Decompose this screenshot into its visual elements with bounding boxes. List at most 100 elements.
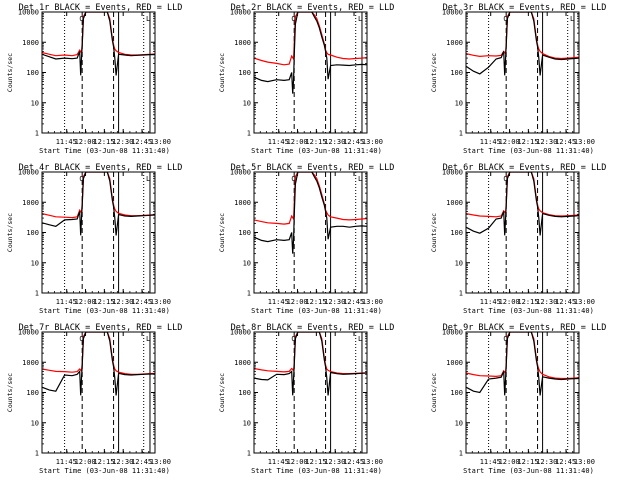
series-lld-line	[254, 12, 367, 66]
annotation-letter-o: O	[79, 15, 83, 23]
annotation-letter-o: O	[79, 175, 83, 183]
y-tick-label: 100	[26, 69, 39, 77]
y-tick-label: 10	[455, 99, 463, 107]
x-tick-label: 12:00	[287, 138, 308, 146]
annotation-letter-l: L	[570, 175, 574, 183]
x-tick-label: 12:15	[93, 298, 114, 306]
x-tick-label: 12:45	[555, 298, 576, 306]
x-tick-label: 12:15	[517, 458, 538, 466]
y-tick-label: 100	[238, 389, 251, 397]
chart-panel-8: 1 10 100 1000 10000 11:4512:0012:1512:3012:45…	[218, 323, 394, 475]
y-tick-label: 10000	[230, 169, 251, 177]
panel-title: Det 7r BLACK = Events, RED = LLD	[19, 323, 183, 333]
annotation-letter-o: O	[291, 335, 295, 343]
chart-panel-4: 1 10 100 1000 10000 11:4512:0012:1512:3012:45…	[6, 163, 182, 315]
y-axis-label: Counts/sec	[218, 53, 226, 92]
x-tick-label: 13:00	[362, 138, 383, 146]
panel-title: Det 4r BLACK = Events, RED = LLD	[19, 163, 183, 173]
y-tick-label: 1	[35, 130, 39, 138]
annotation-letter-l: L	[570, 335, 574, 343]
series-events-line	[42, 172, 155, 236]
series-events-line	[466, 172, 579, 236]
y-axis-label: Counts/sec	[430, 213, 438, 252]
series-lld-line	[466, 12, 579, 60]
y-tick-label: 1000	[22, 199, 39, 207]
x-tick-label: 13:00	[150, 298, 171, 306]
series-lld-line	[466, 172, 579, 218]
x-tick-label: 12:45	[131, 138, 152, 146]
chart-panel-1: 1 10 100 1000 10000 11:4512:0012:1512:3012:45…	[6, 3, 182, 155]
annotation-letter-l: L	[146, 175, 150, 183]
y-tick-label: 1000	[22, 359, 39, 367]
series-lld-line	[42, 332, 155, 375]
chart-panel-6: 1 10 100 1000 10000 11:4512:0012:1512:3012:45…	[430, 163, 606, 315]
plot-frame	[465, 11, 580, 134]
x-axis-label: Start Time (03-Jun-08 11:31:40)	[251, 307, 382, 315]
y-tick-label: 10	[243, 259, 251, 267]
x-tick-label: 12:45	[555, 458, 576, 466]
y-tick-label: 1000	[234, 359, 251, 367]
y-tick-label: 100	[238, 229, 251, 237]
y-axis-label: Counts/sec	[430, 373, 438, 412]
x-tick-label: 11:45	[56, 298, 77, 306]
x-tick-label: 12:00	[287, 298, 308, 306]
annotation-letter-l: L	[146, 15, 150, 23]
panel-title: Det 9r BLACK = Events, RED = LLD	[443, 323, 607, 333]
x-tick-label: 11:45	[268, 298, 289, 306]
x-tick-label: 12:30	[112, 138, 133, 146]
x-tick-label: 12:15	[93, 458, 114, 466]
x-tick-label: 12:45	[343, 458, 364, 466]
y-tick-label: 10000	[18, 329, 39, 337]
x-tick-label: 11:45	[56, 458, 77, 466]
x-tick-label: 12:15	[305, 298, 326, 306]
series-lld-line	[254, 332, 367, 375]
x-axis-label: Start Time (03-Jun-08 11:31:40)	[39, 147, 170, 155]
series-lld-line	[42, 12, 155, 57]
chart-panel-7: 1 10 100 1000 10000 11:4512:0012:1512:3012:45…	[6, 323, 182, 475]
x-tick-label: 12:30	[324, 298, 345, 306]
y-tick-label: 10	[243, 99, 251, 107]
plot-frame	[465, 331, 580, 454]
panel-title: Det 8r BLACK = Events, RED = LLD	[231, 323, 395, 333]
annotation-letter-o: O	[79, 335, 83, 343]
x-tick-label: 11:45	[480, 138, 501, 146]
panel-title: Det 6r BLACK = Events, RED = LLD	[443, 163, 607, 173]
y-tick-label: 1000	[234, 39, 251, 47]
x-tick-label: 12:30	[536, 458, 557, 466]
x-tick-label: 13:00	[574, 138, 595, 146]
series-lld-line	[466, 332, 579, 380]
y-tick-label: 100	[26, 229, 39, 237]
annotation-letter-l: L	[358, 15, 362, 23]
x-tick-label: 12:45	[343, 138, 364, 146]
panel-title: Det 2r BLACK = Events, RED = LLD	[231, 3, 395, 13]
x-tick-label: 12:30	[112, 458, 133, 466]
y-tick-label: 10000	[18, 9, 39, 17]
y-tick-label: 100	[26, 389, 39, 397]
x-tick-label: 12:45	[343, 298, 364, 306]
x-tick-label: 13:00	[574, 298, 595, 306]
x-tick-label: 12:15	[93, 138, 114, 146]
y-tick-label: 100	[450, 389, 463, 397]
x-tick-label: 11:45	[480, 458, 501, 466]
x-tick-label: 11:45	[268, 458, 289, 466]
x-tick-label: 12:30	[536, 298, 557, 306]
chart-panel-3: 1 10 100 1000 10000 11:4512:0012:1512:3012:45…	[430, 3, 606, 155]
panel-title: Det 3r BLACK = Events, RED = LLD	[443, 3, 607, 13]
y-tick-label: 10000	[442, 169, 463, 177]
x-tick-label: 12:00	[499, 298, 520, 306]
x-tick-label: 12:45	[131, 458, 152, 466]
panel-title: Det 1r BLACK = Events, RED = LLD	[19, 3, 183, 13]
x-axis-label: Start Time (03-Jun-08 11:31:40)	[39, 467, 170, 475]
y-tick-label: 1000	[446, 199, 463, 207]
y-tick-label: 1	[35, 290, 39, 298]
series-events-line	[466, 332, 579, 396]
y-tick-label: 1	[459, 290, 463, 298]
x-tick-label: 11:45	[56, 138, 77, 146]
x-axis-label: Start Time (03-Jun-08 11:31:40)	[39, 307, 170, 315]
annotation-letter-l: L	[358, 175, 362, 183]
series-events-line	[466, 12, 579, 76]
annotation-letter-o: O	[291, 15, 295, 23]
x-tick-label: 12:30	[324, 138, 345, 146]
series-events-line	[254, 172, 367, 254]
x-axis-label: Start Time (03-Jun-08 11:31:40)	[463, 467, 594, 475]
